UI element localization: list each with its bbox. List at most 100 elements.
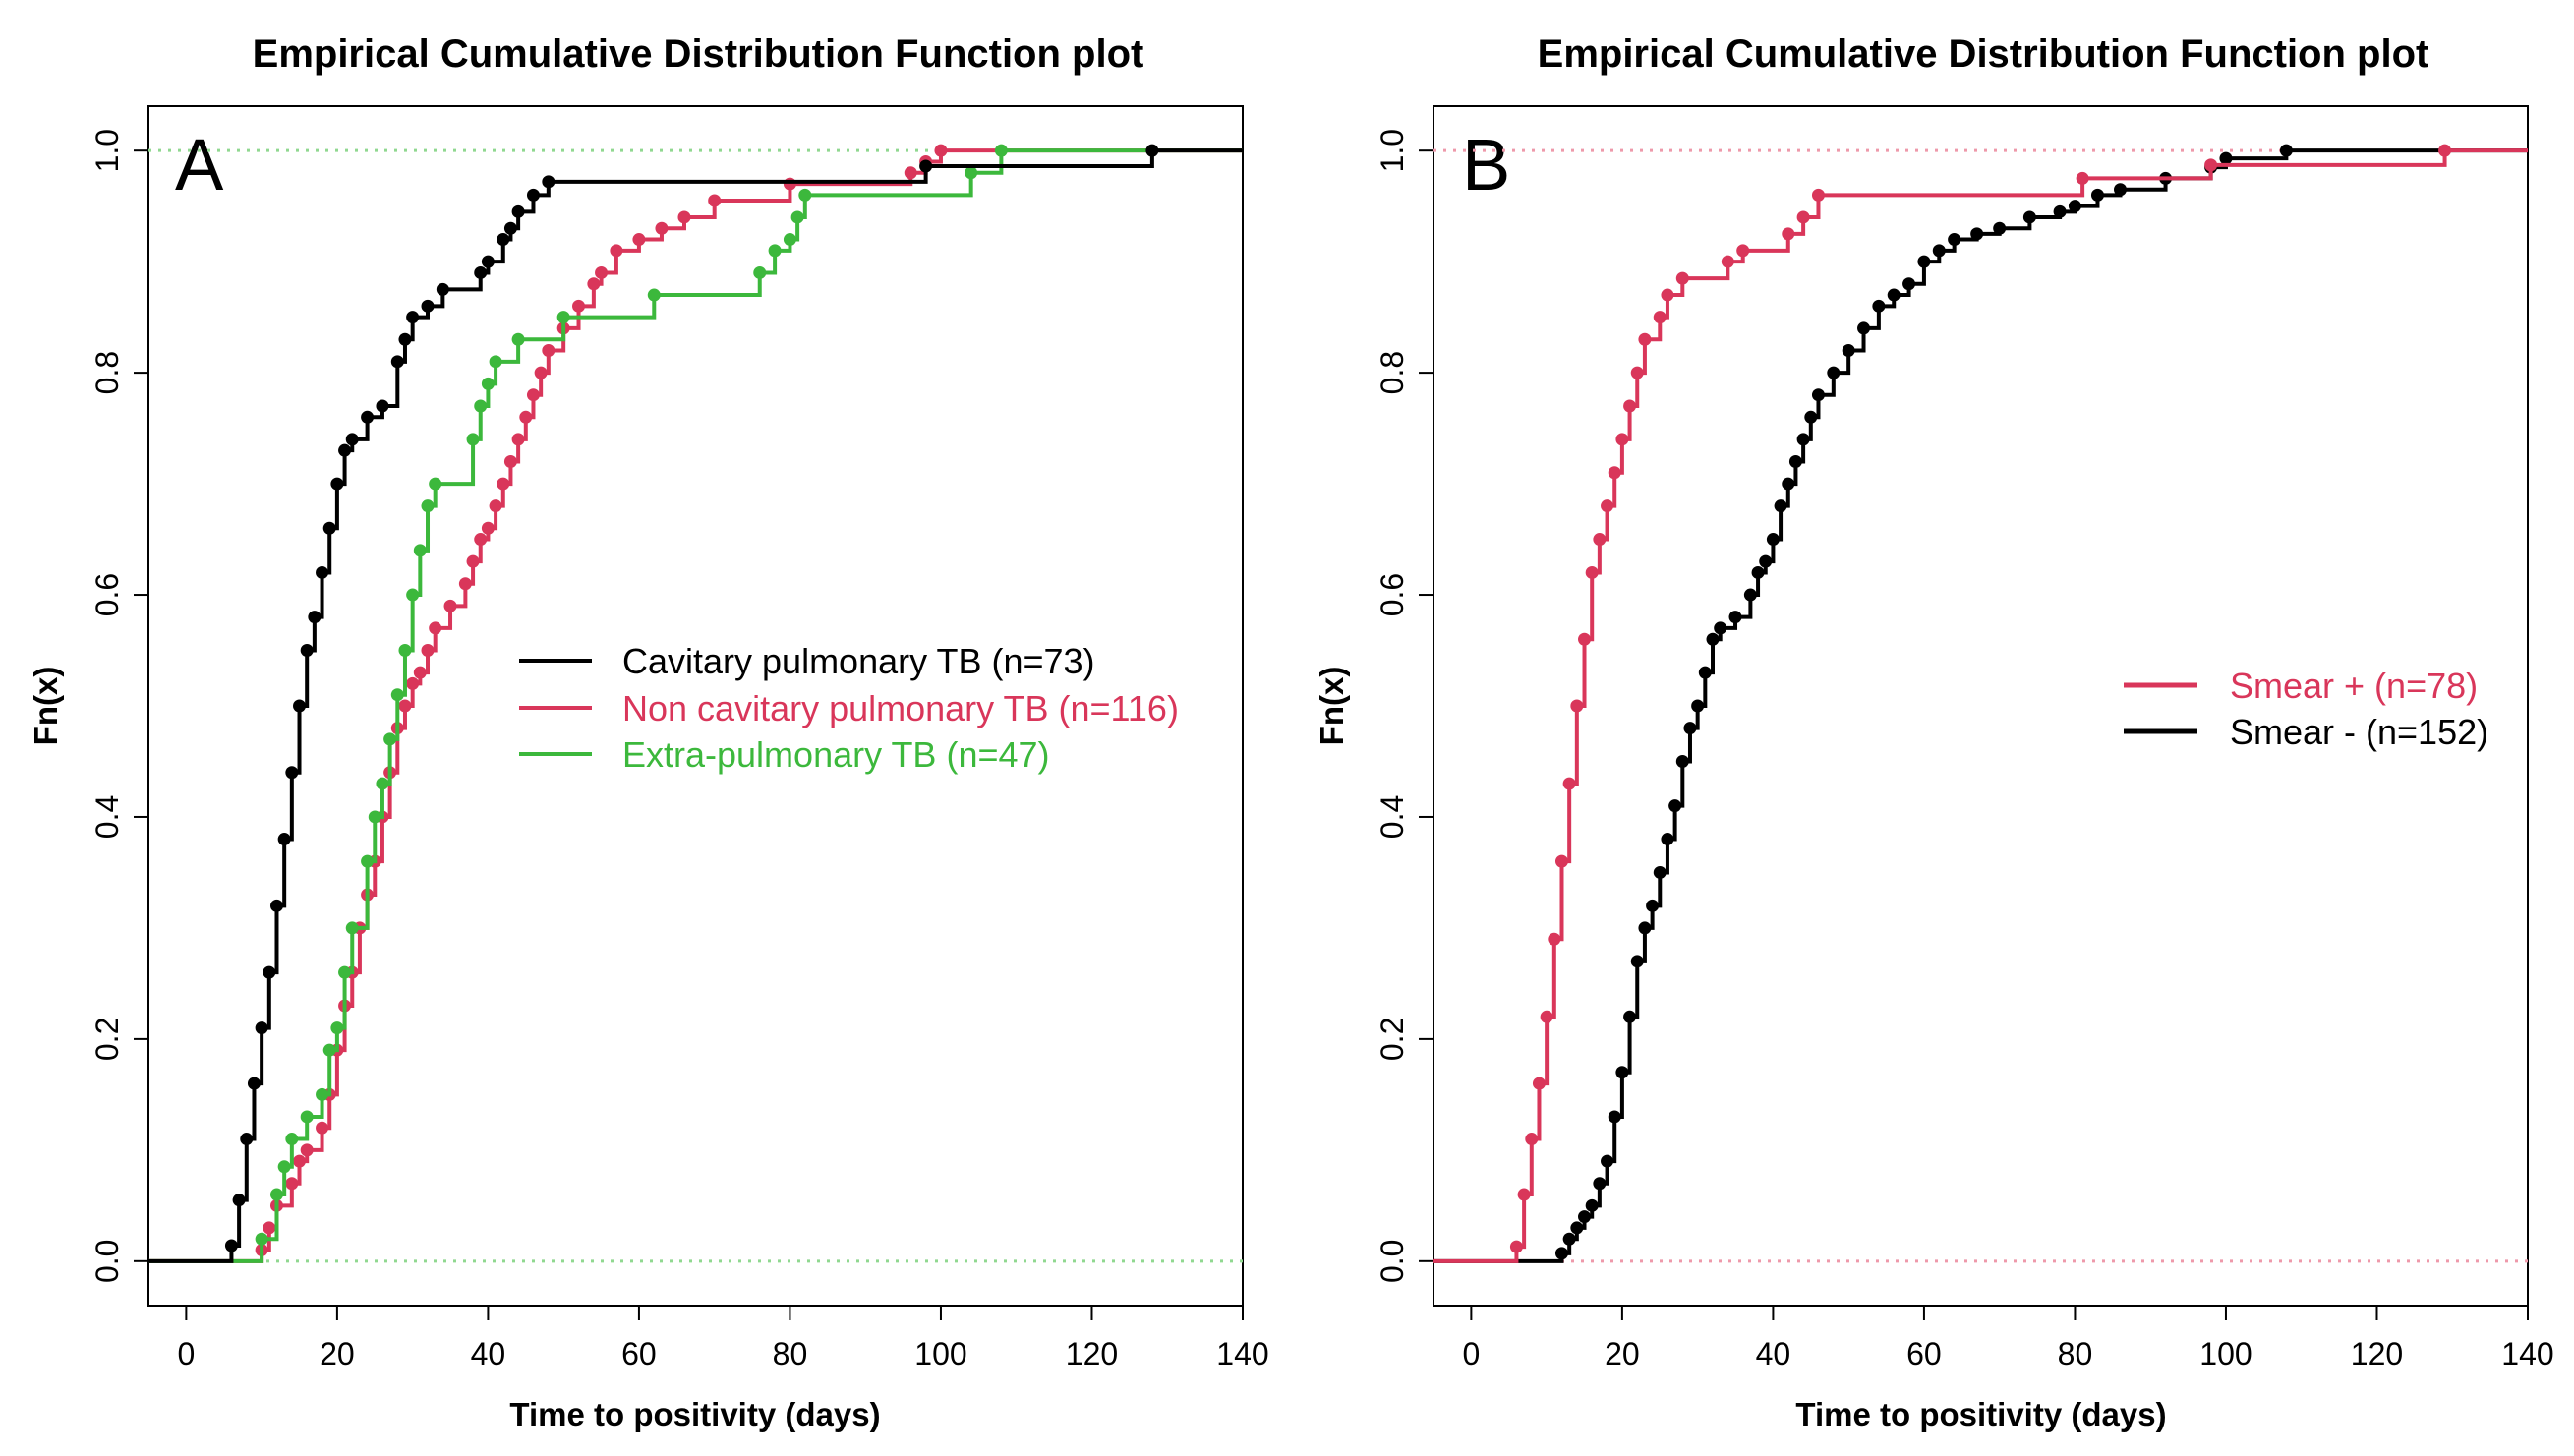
data-point xyxy=(330,1021,344,1035)
data-point xyxy=(647,288,661,302)
data-point xyxy=(1570,699,1584,713)
data-point xyxy=(316,565,329,579)
data-point xyxy=(2053,204,2067,218)
x-tick-label: 40 xyxy=(471,1336,506,1371)
data-point xyxy=(1630,955,1644,968)
data-point xyxy=(1638,332,1652,346)
data-point xyxy=(300,1110,314,1124)
data-point xyxy=(1842,344,1855,358)
data-point xyxy=(1601,1154,1614,1168)
data-point xyxy=(1585,565,1599,579)
data-point xyxy=(1796,210,1810,224)
data-point xyxy=(277,833,291,846)
x-tick-label: 0 xyxy=(1462,1336,1480,1371)
y-tick-label: 0.6 xyxy=(1375,573,1410,616)
data-point xyxy=(1608,466,1621,480)
x-tick-label: 120 xyxy=(2351,1336,2403,1371)
data-point xyxy=(677,210,691,224)
y-tick: 1.0 xyxy=(89,129,148,172)
x-tick-label: 80 xyxy=(2058,1336,2093,1371)
data-point xyxy=(595,265,609,279)
data-point xyxy=(474,265,488,279)
data-point xyxy=(511,204,525,218)
x-tick: 20 xyxy=(1605,1306,1640,1371)
y-tick: 0.8 xyxy=(1375,351,1433,394)
x-tick: 140 xyxy=(1216,1306,1269,1371)
data-point xyxy=(1872,299,1886,313)
data-point xyxy=(587,277,601,291)
data-point xyxy=(1653,865,1667,879)
data-point xyxy=(1796,433,1810,446)
panel-label: B xyxy=(1462,124,1510,205)
data-point xyxy=(1646,899,1660,912)
series-0 xyxy=(148,144,1243,1263)
series-2 xyxy=(148,144,1243,1263)
data-point xyxy=(1517,1188,1531,1201)
data-point xyxy=(1811,388,1825,402)
y-tick-label: 0.8 xyxy=(89,351,125,394)
data-point xyxy=(511,332,525,346)
data-point xyxy=(768,244,782,258)
data-point xyxy=(1675,271,1689,285)
x-tick: 40 xyxy=(1756,1306,1790,1371)
series-line xyxy=(1433,148,2528,1263)
data-point xyxy=(1683,722,1697,735)
data-point xyxy=(398,332,412,346)
data-point xyxy=(2022,210,2036,224)
legend-label-smear-positive: Smear + (n=78) xyxy=(2230,666,2478,706)
data-point xyxy=(556,311,570,324)
data-point xyxy=(1759,554,1773,568)
y-axis-label: Fn(x) xyxy=(28,667,64,746)
data-point xyxy=(398,699,412,713)
data-point xyxy=(534,366,548,379)
data-point xyxy=(1668,799,1682,813)
data-point xyxy=(1766,533,1780,547)
data-point xyxy=(376,777,389,790)
x-tick-label: 20 xyxy=(1605,1336,1640,1371)
legend: Cavitary pulmonary TB (n=73) Non cavitar… xyxy=(519,641,1179,775)
data-point xyxy=(398,644,412,658)
data-point xyxy=(429,621,442,635)
y-tick: 0.6 xyxy=(1375,573,1433,616)
data-point xyxy=(1593,533,1607,547)
data-point xyxy=(1548,932,1561,946)
data-point xyxy=(269,1188,283,1201)
chart-panel-b: Empirical Cumulative Distribution Functi… xyxy=(1314,32,2554,1432)
x-tick: 20 xyxy=(320,1306,355,1371)
data-point xyxy=(1540,1010,1553,1023)
data-point xyxy=(330,477,344,491)
data-point xyxy=(708,194,722,207)
data-point xyxy=(489,499,502,513)
data-point xyxy=(1661,288,1674,302)
data-point xyxy=(497,233,510,247)
data-point xyxy=(1788,454,1802,468)
x-tick: 100 xyxy=(2199,1306,2252,1371)
x-tick: 0 xyxy=(1462,1306,1480,1371)
data-point xyxy=(421,644,435,658)
y-tick-label: 0.0 xyxy=(89,1240,125,1283)
data-point xyxy=(2438,144,2452,157)
data-point xyxy=(285,1133,299,1146)
data-point xyxy=(285,1177,299,1191)
data-point xyxy=(1562,777,1576,790)
data-point xyxy=(316,1121,329,1135)
y-tick-label: 0.6 xyxy=(89,573,125,616)
data-point xyxy=(2114,183,2128,197)
data-point xyxy=(489,355,502,369)
data-point xyxy=(421,499,435,513)
y-tick: 0.0 xyxy=(1375,1240,1433,1283)
x-axis-label: Time to positivity (days) xyxy=(1795,1396,2166,1432)
series-1 xyxy=(1433,144,2528,1263)
data-point xyxy=(1721,255,1734,268)
data-point xyxy=(240,1133,254,1146)
data-point xyxy=(277,1160,291,1174)
data-point xyxy=(919,159,933,173)
data-point xyxy=(1857,321,1871,335)
data-point xyxy=(934,144,948,157)
data-point xyxy=(269,899,283,912)
y-ticks: 0.0 0.2 0.4 0.6 0.8 1.0 xyxy=(1375,129,1433,1283)
data-point xyxy=(1623,1010,1637,1023)
data-point xyxy=(1608,1110,1621,1124)
y-tick-label: 0.8 xyxy=(1375,351,1410,394)
x-tick-label: 120 xyxy=(1066,1336,1118,1371)
